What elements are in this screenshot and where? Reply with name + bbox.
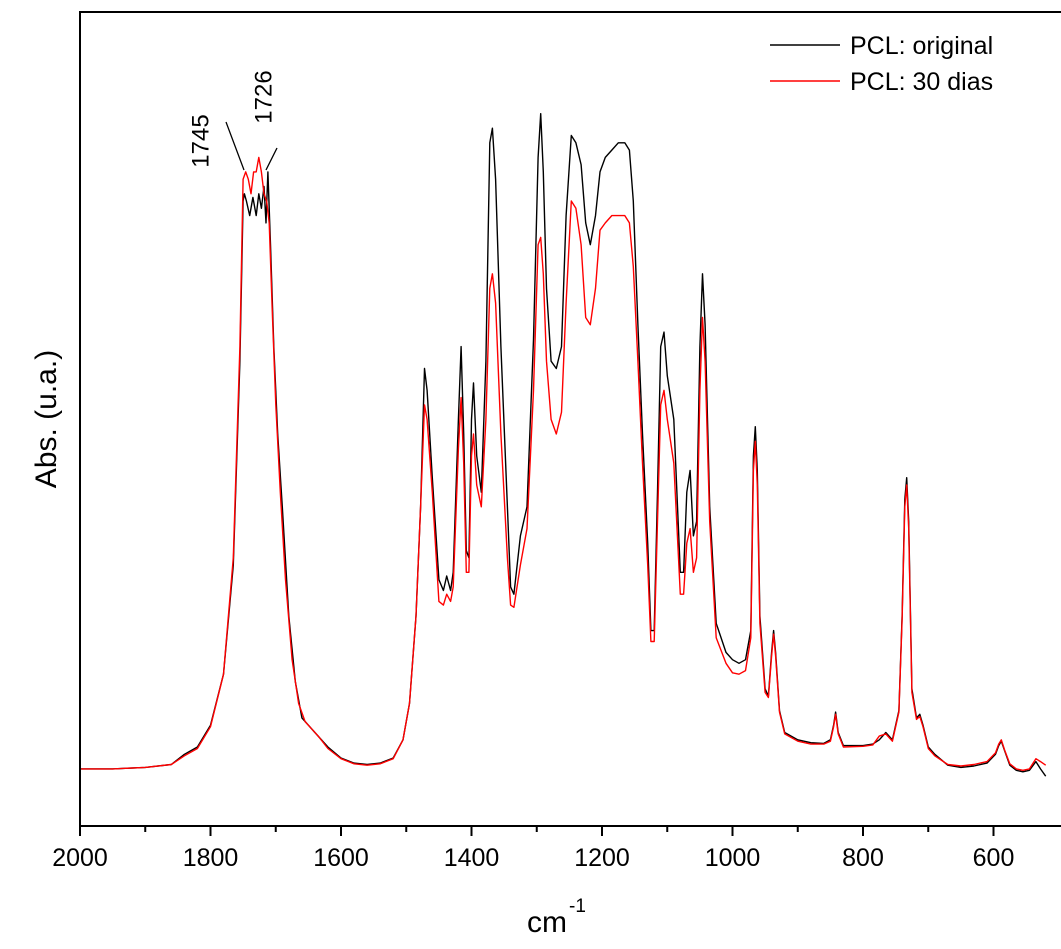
annotation-leader-line-1726 [265, 147, 278, 171]
annotation-label-1726: 1726 [250, 70, 277, 123]
x-axis-ticks: 2000 1800 1600 1400 1200 1000 800 600 [52, 826, 1014, 872]
y-axis-title: Abs. (u.a.) [30, 350, 63, 488]
legend-label: PCL: 30 dias [850, 68, 993, 96]
plot-frame [79, 11, 1061, 827]
x-tick-label: 1200 [574, 844, 630, 872]
x-tick-label: 600 [973, 844, 1015, 872]
x-tick-label: 1400 [444, 844, 500, 872]
x-tick-label: 800 [842, 844, 884, 872]
peak-annotations: 1745 1726 [187, 70, 278, 171]
annotation-label-1745: 1745 [187, 114, 214, 167]
x-tick-label: 2000 [52, 844, 108, 872]
plot-area [80, 113, 1047, 777]
legend: PCL: original PCL: 30 dias [770, 32, 993, 96]
x-tick-label: 1000 [705, 844, 761, 872]
legend-label: PCL: original [850, 32, 993, 60]
x-axis-title-superscript: -1 [569, 896, 586, 917]
annotation-leader-line-1745 [225, 121, 245, 171]
x-axis-title: cm [527, 906, 567, 939]
series-line-pcl-30-dias [80, 156, 1047, 771]
x-tick-label: 1600 [313, 844, 369, 872]
x-tick-label: 1800 [183, 844, 239, 872]
